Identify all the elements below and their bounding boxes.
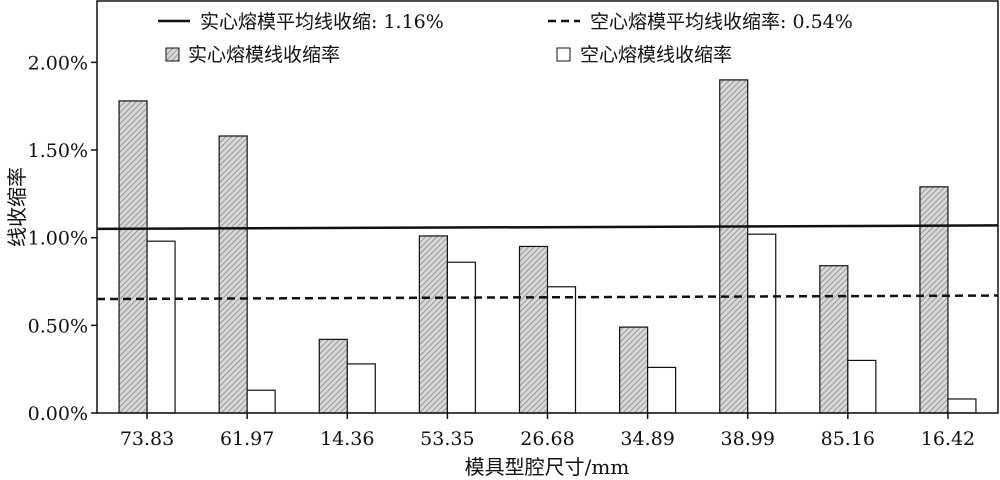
legend: 实心熔模平均线收缩: 1.16% 空心熔模平均线收缩率: 0.54% 实心熔模线…: [158, 11, 853, 66]
x-tick-label: 85.16: [821, 428, 875, 450]
bar-hollow-mold: [847, 359, 877, 414]
bar-solid-mold: [318, 338, 348, 414]
bar-hollow-mold: [747, 233, 777, 414]
y-tick-label: 1.50%: [28, 140, 88, 162]
legend-dashed-line-label: 空心熔模平均线收缩率: 0.54%: [590, 11, 853, 33]
x-tick-label: 73.83: [120, 428, 174, 450]
x-tick-label: 16.42: [921, 428, 975, 450]
y-tick-label: 0.50%: [28, 315, 88, 337]
bar-solid-mold: [819, 265, 849, 414]
legend-hollow-bar-swatch: [556, 47, 571, 62]
bar-solid-mold: [218, 135, 248, 414]
reference-lines: [96, 224, 999, 301]
x-axis-ticks: 73.83 61.97 14.36 53.35 26.68 34.89 38.99 85.16…: [120, 413, 975, 450]
bars: [118, 79, 977, 414]
y-tick-label: 0.00%: [28, 403, 88, 425]
bar-hollow-mold: [146, 240, 176, 414]
x-tick-label: 14.36: [320, 428, 374, 450]
x-tick-label: 26.68: [520, 428, 574, 450]
x-tick-label: 34.89: [620, 428, 674, 450]
bar-hollow-mold: [647, 366, 677, 414]
bar-hollow-mold: [346, 363, 376, 414]
x-tick-label: 61.97: [220, 428, 274, 450]
solid-average-line: [96, 224, 999, 231]
bar-hollow-mold: [546, 286, 577, 414]
plot-frame: [96, 0, 999, 414]
hollow-average-line: [96, 294, 999, 301]
bar-solid-mold: [118, 100, 148, 414]
x-tick-label: 38.99: [721, 428, 775, 450]
y-tick-label: 1.00%: [28, 228, 88, 250]
y-axis-label: 线收缩率: [5, 167, 29, 247]
y-axis-ticks: 0.00% 0.50% 1.00% 1.50% 2.00%: [28, 52, 97, 425]
bar-solid-mold: [418, 235, 448, 414]
x-tick-label: 53.35: [420, 428, 474, 450]
bar-solid-mold: [619, 326, 649, 414]
bar-solid-mold: [518, 245, 549, 414]
bar-hollow-mold: [446, 261, 476, 414]
x-axis-label: 模具型腔尺寸/mm: [465, 455, 630, 479]
legend-solid-bar-label: 实心熔模线收缩率: [188, 44, 340, 66]
bar-solid-mold: [919, 186, 949, 414]
bar-solid-mold: [719, 79, 749, 414]
legend-solid-bar-swatch: [165, 47, 180, 62]
y-tick-label: 2.00%: [28, 52, 88, 74]
bar-hollow-mold: [947, 398, 977, 414]
bar-hollow-mold: [246, 389, 276, 414]
legend-solid-line-label: 实心熔模平均线收缩: 1.16%: [200, 11, 444, 33]
legend-hollow-bar-label: 空心熔模线收缩率: [580, 44, 732, 66]
